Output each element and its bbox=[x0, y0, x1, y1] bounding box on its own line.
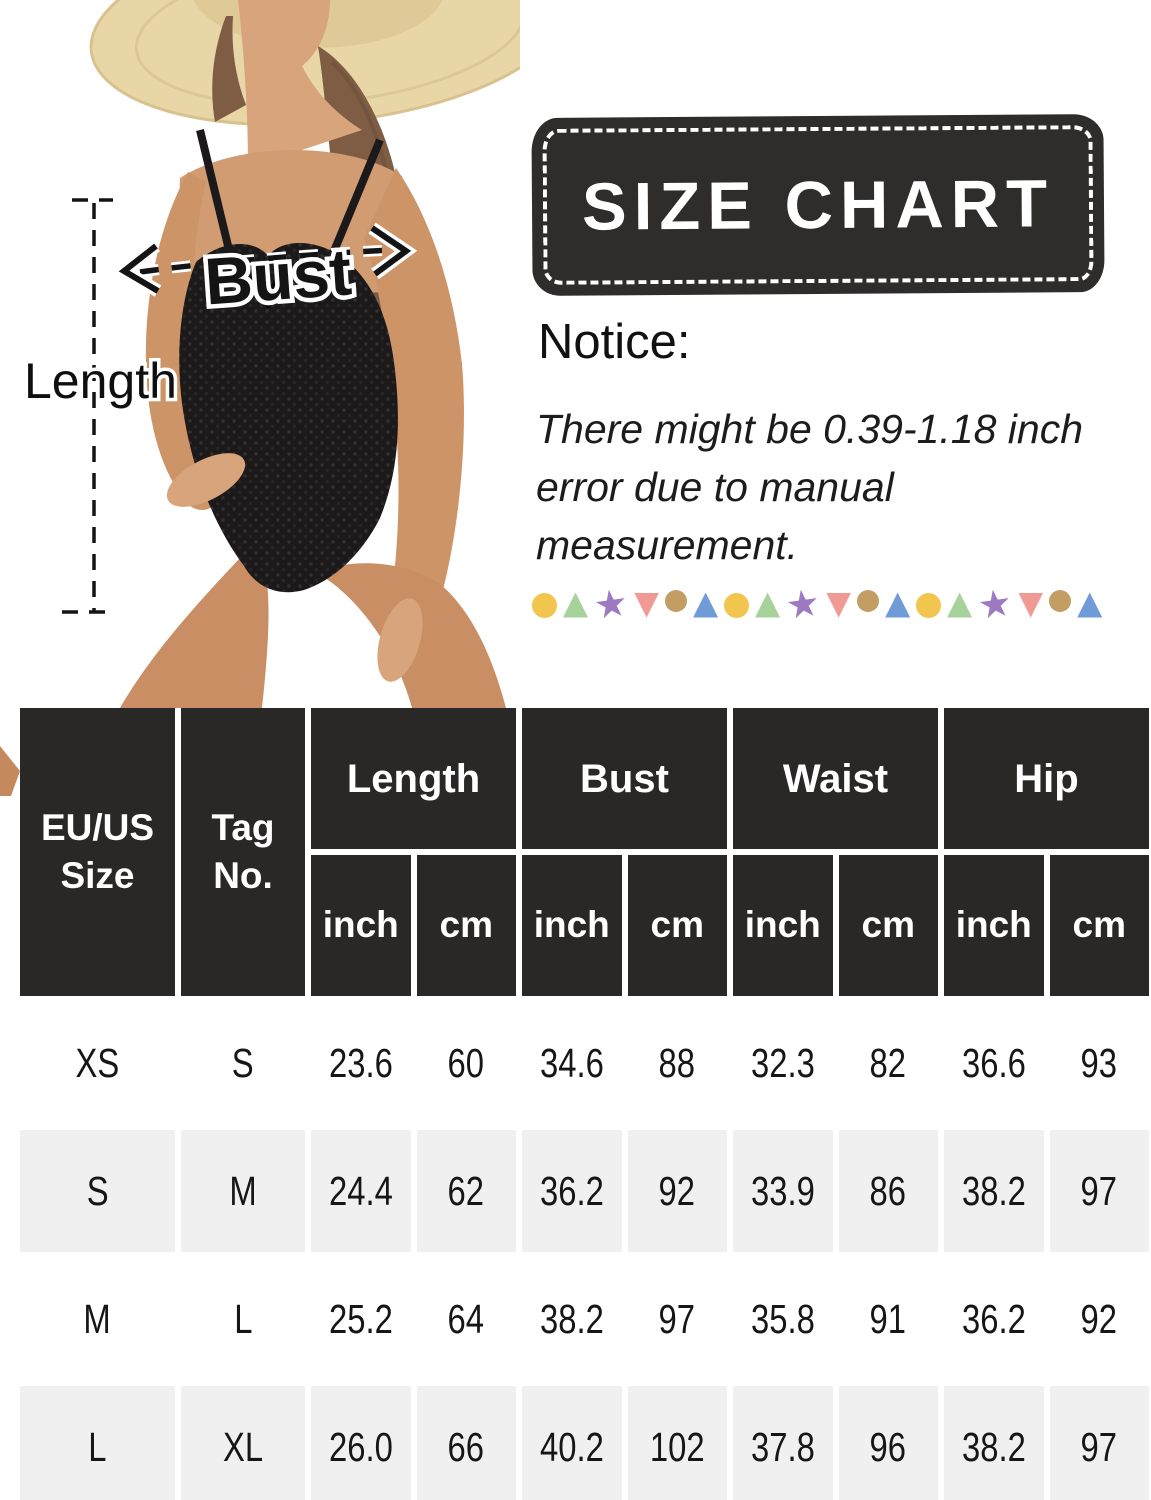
header-unit-cell: inch bbox=[522, 855, 622, 996]
header-unit-cell: inch bbox=[733, 855, 833, 996]
header-group-waist: Waist bbox=[733, 708, 938, 849]
size-value-cell: 38.2 bbox=[944, 1130, 1044, 1252]
size-value-cell: 88 bbox=[627, 1002, 727, 1124]
size-value-cell: 92 bbox=[627, 1130, 727, 1252]
size-value-cell: 91 bbox=[838, 1258, 938, 1380]
divider-shape-triangle-icon bbox=[755, 592, 781, 618]
model-leg-edge bbox=[0, 746, 20, 796]
size-value-cell: 24.4 bbox=[311, 1130, 411, 1252]
divider-shape-circle-icon bbox=[1049, 590, 1072, 612]
divider-shape-triangle-icon bbox=[693, 592, 719, 618]
size-value-cell: M bbox=[181, 1130, 305, 1252]
size-value-cell: M bbox=[20, 1258, 175, 1380]
swimsuit-strap-left bbox=[196, 129, 234, 255]
divider-shapes: ★ ★ ★ bbox=[532, 581, 1107, 628]
header-group-bust: Bust bbox=[522, 708, 727, 849]
size-value-cell: 23.6 bbox=[311, 1002, 411, 1124]
header-group-length: Length bbox=[311, 708, 516, 849]
size-value-cell: 96 bbox=[838, 1386, 938, 1500]
header-unit-cell: cm bbox=[838, 855, 938, 996]
header-cell-tag: Tag No. bbox=[181, 708, 305, 996]
size-value-cell: 33.9 bbox=[733, 1130, 833, 1252]
size-value-cell: 32.3 bbox=[733, 1002, 833, 1124]
size-value-cell: 64 bbox=[416, 1258, 516, 1380]
size-value-cell: 93 bbox=[1049, 1002, 1149, 1124]
size-value-cell: 97 bbox=[1049, 1130, 1149, 1252]
swimsuit bbox=[179, 242, 398, 593]
size-value-cell: 82 bbox=[838, 1002, 938, 1124]
model-front-leg bbox=[120, 556, 269, 708]
divider-shape-star-icon: ★ bbox=[975, 581, 1015, 628]
size-value-cell: 66 bbox=[416, 1386, 516, 1500]
size-value-cell: 36.6 bbox=[944, 1002, 1044, 1124]
size-value-cell: S bbox=[181, 1002, 305, 1124]
size-value-cell: 37.8 bbox=[733, 1386, 833, 1500]
divider-shape-circle-icon bbox=[532, 592, 557, 618]
swimsuit-strap-right bbox=[328, 138, 384, 258]
header-group-hip: Hip bbox=[944, 708, 1149, 849]
divider-shape-triangle-down-icon bbox=[1018, 592, 1044, 618]
divider-shape-circle-icon bbox=[916, 592, 942, 618]
model-left-hand bbox=[166, 453, 246, 507]
size-value-cell: XS bbox=[20, 1002, 175, 1124]
banner-title: SIZE CHART bbox=[581, 165, 1055, 245]
size-value-cell: 38.2 bbox=[944, 1386, 1044, 1500]
model-right-hand bbox=[377, 598, 423, 682]
notice-heading: Notice: bbox=[538, 315, 691, 369]
size-value-cell: 86 bbox=[838, 1130, 938, 1252]
swimsuit-vneck-detail bbox=[249, 260, 292, 309]
size-chart-banner: SIZE CHART bbox=[531, 114, 1105, 296]
size-value-cell: XL bbox=[181, 1386, 305, 1500]
size-value-cell: S bbox=[20, 1130, 175, 1252]
bust-label: Bust bbox=[202, 234, 353, 318]
length-label: Length bbox=[24, 353, 177, 409]
size-value-cell: 40.2 bbox=[522, 1386, 622, 1500]
divider-shape-triangle-down-icon bbox=[826, 592, 852, 618]
model-right-arm bbox=[364, 168, 464, 662]
size-value-cell: 25.2 bbox=[311, 1258, 411, 1380]
divider-shape-triangle-icon bbox=[563, 592, 588, 618]
size-value-cell: 34.6 bbox=[522, 1002, 622, 1124]
divider-shape-circle-icon bbox=[857, 590, 880, 612]
header-cell-size: EU/US Size bbox=[20, 708, 175, 996]
size-value-cell: L bbox=[20, 1386, 175, 1500]
size-value-cell: 102 bbox=[627, 1386, 727, 1500]
size-table: EU/US Size Tag No. Length Bust Waist Hip… bbox=[20, 708, 1149, 1500]
notice-body: There might be 0.39-1.18 inch error due … bbox=[536, 406, 1083, 569]
header-unit-cell: inch bbox=[311, 855, 411, 996]
size-value-cell: 36.2 bbox=[944, 1258, 1044, 1380]
divider-shape-triangle-down-icon bbox=[634, 592, 660, 618]
header-unit-cell: inch bbox=[944, 855, 1044, 996]
size-value-cell: 38.2 bbox=[522, 1258, 622, 1380]
bust-measure-arrow bbox=[112, 222, 418, 297]
divider-shape-triangle-icon bbox=[885, 592, 911, 618]
model-photo-illustration: Length Bust bbox=[21, 0, 571, 708]
size-value-cell: L bbox=[181, 1258, 305, 1380]
length-measure-line bbox=[62, 198, 115, 614]
size-value-cell: 92 bbox=[1049, 1258, 1149, 1380]
model-face-neck bbox=[238, 0, 362, 168]
size-value-cell: 62 bbox=[416, 1130, 516, 1252]
divider-shape-star-icon: ★ bbox=[591, 581, 631, 628]
size-value-cell: 97 bbox=[627, 1258, 727, 1380]
divider-shape-triangle-icon bbox=[947, 592, 973, 618]
divider-shape-circle-icon bbox=[665, 590, 688, 612]
divider-shape-triangle-icon bbox=[1077, 592, 1103, 618]
divider-shape-circle-icon bbox=[724, 592, 750, 618]
divider-shape-star-icon: ★ bbox=[783, 581, 823, 628]
product-photo: Length Bust bbox=[0, 0, 571, 708]
size-value-cell: 97 bbox=[1049, 1386, 1149, 1500]
size-value-cell: 60 bbox=[416, 1002, 516, 1124]
size-value-cell: 35.8 bbox=[733, 1258, 833, 1380]
header-unit-cell: cm bbox=[627, 855, 727, 996]
header-unit-cell: cm bbox=[416, 855, 516, 996]
size-value-cell: 36.2 bbox=[522, 1130, 622, 1252]
size-value-cell: 26.0 bbox=[311, 1386, 411, 1500]
header-unit-cell: cm bbox=[1049, 855, 1149, 996]
